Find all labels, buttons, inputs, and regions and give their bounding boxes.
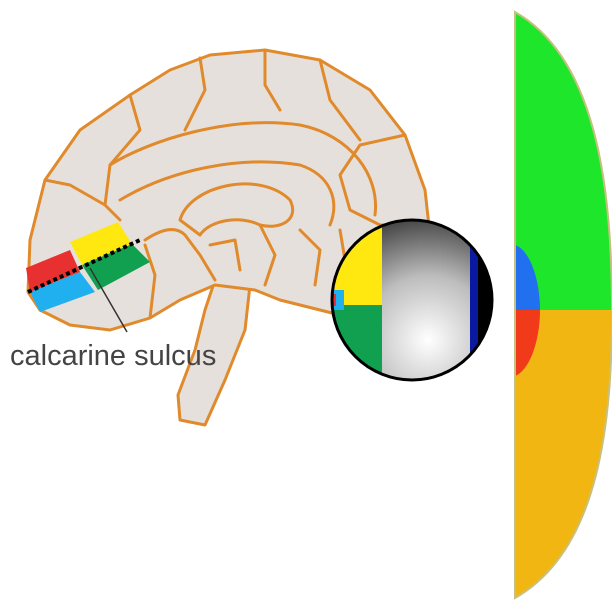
visual-field [515,10,612,600]
diagram: calcarine sulcus [0,0,612,606]
label: calcarine sulcus [10,340,216,372]
